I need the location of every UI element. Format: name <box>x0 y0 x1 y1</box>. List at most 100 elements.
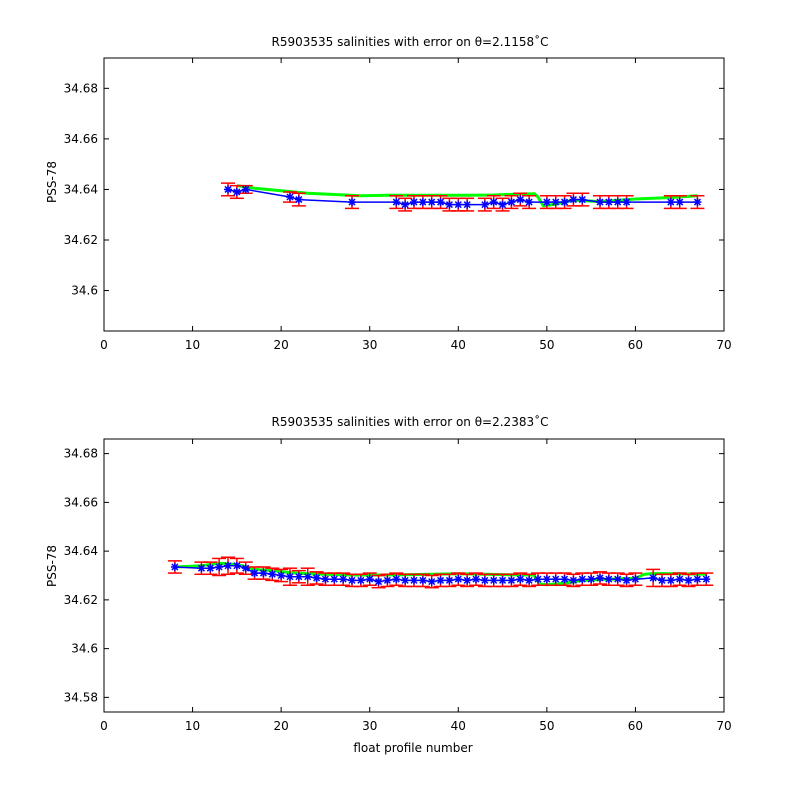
bottom-panel-data-point <box>259 569 268 578</box>
top-panel-data-point <box>516 195 525 204</box>
bottom-panel-data-point <box>436 576 445 585</box>
top-panel-marks <box>221 182 705 212</box>
bottom-panel-data-point-d2 <box>383 576 391 584</box>
bottom-panel-data-point-d2 <box>428 578 436 586</box>
top-panel-data-point <box>596 198 604 207</box>
top-panel-title: R5903535 salinities with error on θ=2.11… <box>272 34 549 49</box>
top-panel-xtick-label: 70 <box>716 338 731 352</box>
top-panel-data-point <box>454 200 463 209</box>
bottom-panel-data-point <box>631 575 640 584</box>
top-panel-data-point-d2 <box>693 198 701 206</box>
bottom-panel-data-point-d2 <box>304 573 312 581</box>
top-panel-data-point <box>560 198 569 207</box>
bottom-panel-xtick-label: 40 <box>451 719 466 733</box>
bottom-panel-data-point-d2 <box>366 575 374 583</box>
top-panel-data-point <box>418 198 427 207</box>
bottom-panel-data-point-d2 <box>215 563 223 571</box>
top-panel-ytick-label: 34.62 <box>64 233 98 247</box>
top-panel-data-point <box>436 198 445 207</box>
bottom-panel-data-point-d2 <box>693 575 701 583</box>
bottom-panel-data-point-d2 <box>463 576 471 584</box>
bottom-panel-title: R5903535 salinities with error on θ=2.23… <box>272 414 549 429</box>
bottom-panel-data-point-d2 <box>623 576 631 584</box>
top-panel-data-point-d2 <box>419 198 427 206</box>
bottom-panel-xtick-label: 20 <box>274 719 289 733</box>
bottom-panel-data-point-d2 <box>596 574 604 582</box>
bottom-panel-data-point <box>401 576 410 585</box>
top-panel-data-point-d2 <box>348 198 356 206</box>
top-panel-data-point <box>578 195 587 204</box>
top-panel-data-point <box>569 195 578 204</box>
bottom-panel-data-point-d2 <box>437 576 445 584</box>
bottom-panel-data-point-d2 <box>490 576 498 584</box>
bottom-panel-ytick-label: 34.6 <box>71 642 98 656</box>
bottom-panel-data-point-d2 <box>631 575 639 583</box>
bottom-panel-data-point <box>498 576 507 585</box>
bottom-panel-data-point <box>330 575 339 584</box>
top-panel-ytick-label: 34.6 <box>71 284 98 298</box>
bottom-panel-data-point-d2 <box>605 575 613 583</box>
top-panel-data-point-d2 <box>561 198 569 206</box>
top-panel-ytick-label: 34.64 <box>64 182 98 196</box>
bottom-panel-data-point-d2 <box>702 575 710 583</box>
top-panel-data-point <box>224 185 232 194</box>
top-panel-data-point-d2 <box>481 201 489 209</box>
top-panel-data-point-d2 <box>437 198 445 206</box>
bottom-panel-data-point-d2 <box>206 564 214 572</box>
bottom-panel-data-point <box>348 576 356 585</box>
bottom-panel-ytick-label: 34.64 <box>64 544 98 558</box>
bottom-panel: R5903535 salinities with error on θ=2.23… <box>45 414 732 755</box>
bottom-panel-data-point <box>241 564 250 573</box>
top-panel-data-point <box>498 200 507 209</box>
bottom-panel-data-point <box>392 575 401 584</box>
bottom-panel-data-point <box>427 577 436 586</box>
top-panel-data-point <box>445 200 454 209</box>
bottom-panel-data-point <box>480 576 489 585</box>
bottom-panel-data-point-d2 <box>295 573 303 581</box>
bottom-panel-data-point <box>232 561 241 570</box>
top-panel-ticks: 0 10 20 30 40 50 60 70 34.6 34.62 34.64 34.66 34.68 <box>64 58 732 352</box>
bottom-panel-data-point-d2 <box>543 575 551 583</box>
top-panel-data-point <box>551 198 560 207</box>
bottom-panel-data-point <box>472 575 480 584</box>
top-panel-xtick-label: 60 <box>628 338 643 352</box>
top-panel-data-point <box>232 187 241 196</box>
top-panel-data-point-d2 <box>578 196 586 204</box>
bottom-panel-xtick-label: 50 <box>539 719 554 733</box>
bottom-panel-data-point <box>542 575 551 584</box>
bottom-panel-data-point <box>622 576 631 585</box>
bottom-panel-data-point <box>365 575 374 584</box>
bottom-panel-data-point-d2 <box>313 574 321 582</box>
bottom-panel-xtick-label: 30 <box>362 719 377 733</box>
bottom-panel-data-point <box>224 561 232 570</box>
bottom-panel-xtick-label: 60 <box>628 719 643 733</box>
bottom-panel-data-point <box>516 575 525 584</box>
bottom-panel-data-point <box>286 572 294 581</box>
top-panel-data-point-d2 <box>676 198 684 206</box>
bottom-panel-data-point-d2 <box>410 576 418 584</box>
bottom-panel-data-point-d2 <box>481 576 489 584</box>
bottom-panel-data-point <box>294 572 303 581</box>
top-panel-data-point <box>693 198 702 207</box>
bottom-panel-data-point <box>684 576 693 585</box>
bottom-panel-data-point-d2 <box>552 575 560 583</box>
bottom-panel-data-point <box>604 575 613 584</box>
bottom-panel-data-point-d2 <box>242 564 250 572</box>
bottom-panel-data-point <box>206 564 215 573</box>
bottom-panel-ytick-label: 34.62 <box>64 593 98 607</box>
bottom-panel-ytick-label: 34.68 <box>64 447 98 461</box>
bottom-panel-data-point <box>693 575 702 584</box>
top-panel-data-point <box>489 198 498 207</box>
top-panel-xtick-label: 0 <box>100 338 108 352</box>
bottom-panel-data-point-d2 <box>348 576 356 584</box>
top-panel-data-point-d2 <box>596 198 604 206</box>
top-panel-ytick-label: 34.66 <box>64 132 98 146</box>
top-panel-data-point-d2 <box>614 198 622 206</box>
bottom-panel-data-point-d2 <box>268 570 276 578</box>
bottom-panel-data-point-d2 <box>561 575 569 583</box>
top-panel-ytick-label: 34.68 <box>64 81 98 95</box>
bottom-panel-data-line <box>174 564 707 583</box>
bottom-panel-data-point <box>303 572 312 581</box>
bottom-panel-xtick-label: 70 <box>716 719 731 733</box>
